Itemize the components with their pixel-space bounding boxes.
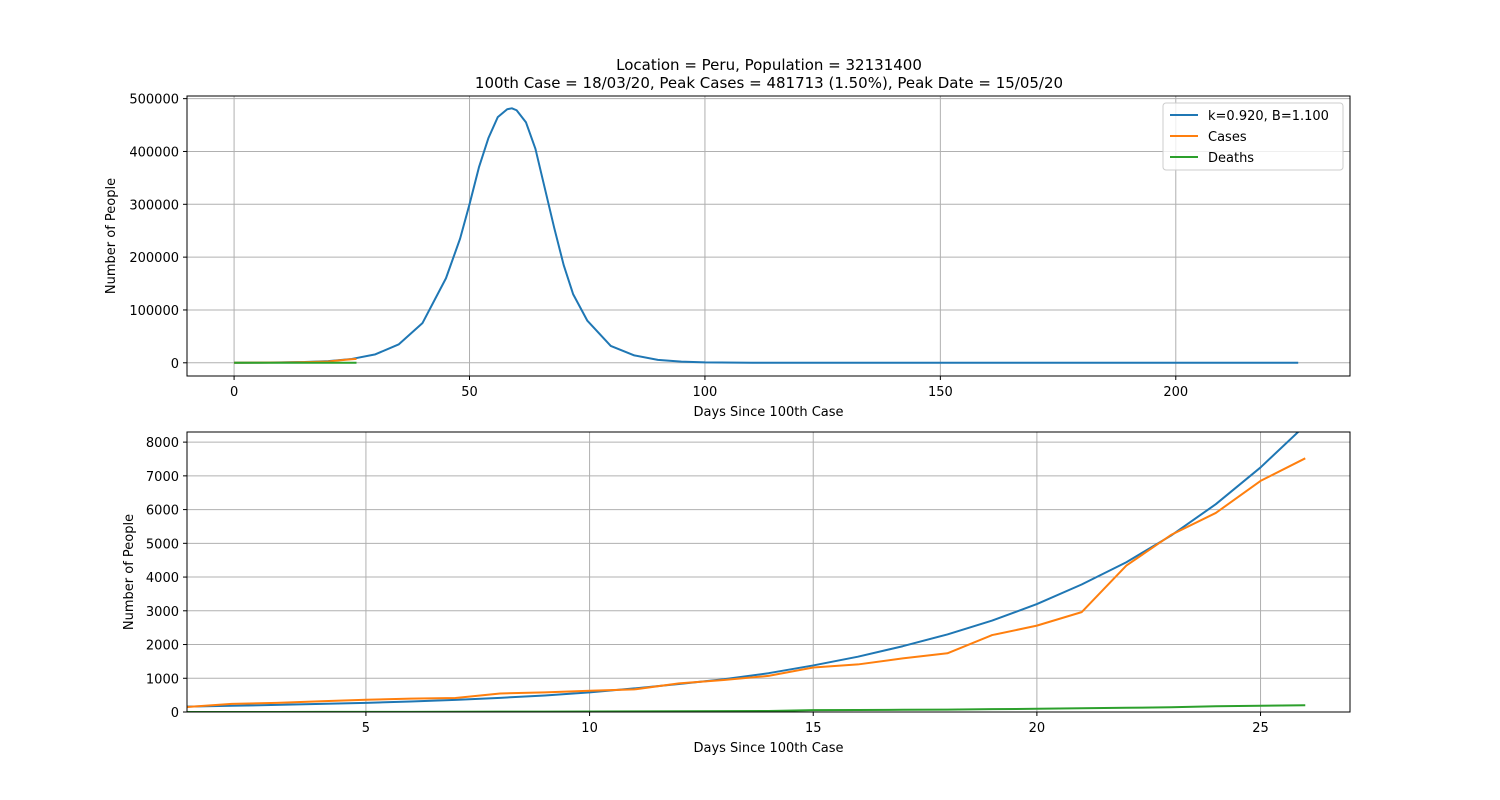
bottom-model-line bbox=[187, 432, 1300, 708]
legend-label-deaths: Deaths bbox=[1208, 151, 1254, 166]
bottom-x-tick-label: 15 bbox=[805, 721, 822, 736]
top-y-tick-label: 100000 bbox=[129, 304, 179, 319]
top-y-tick-label: 300000 bbox=[129, 198, 179, 213]
figure-title-line2: 100th Case = 18/03/20, Peak Cases = 4817… bbox=[475, 74, 1063, 92]
bottom-cases-line bbox=[187, 457, 1306, 708]
legend-box bbox=[1162, 102, 1344, 171]
figure-title-line1: Location = Peru, Population = 32131400 bbox=[616, 56, 922, 74]
bottom-y-axis-label: Number of People bbox=[122, 514, 137, 630]
bottom-y-tick-label: 5000 bbox=[146, 537, 179, 552]
top-y-axis-label: Number of People bbox=[104, 178, 119, 294]
top-x-axis-label: Days Since 100th Case bbox=[693, 405, 843, 420]
bottom-y-tick-label: 6000 bbox=[146, 504, 179, 519]
top-x-tick-label: 0 bbox=[230, 385, 238, 400]
bottom-y-tick-label: 7000 bbox=[146, 470, 179, 485]
bottom-y-tick-label: 1000 bbox=[146, 672, 179, 687]
top-series-group bbox=[234, 107, 1299, 364]
bottom-y-tick-label: 3000 bbox=[146, 605, 179, 620]
top-y-tick-label: 400000 bbox=[129, 145, 179, 160]
top-chart-axes: 0 50 100 150 200 0 100000 200000 300000 400000 500… bbox=[104, 93, 1351, 420]
bottom-x-tick-label: 5 bbox=[362, 721, 370, 736]
bottom-x-tick-label: 20 bbox=[1029, 721, 1046, 736]
bottom-x-tick-label: 10 bbox=[581, 721, 598, 736]
bottom-x-axis-label: Days Since 100th Case bbox=[693, 741, 843, 756]
bottom-y-tick-label: 0 bbox=[171, 706, 179, 721]
top-y-tick-label: 0 bbox=[171, 357, 179, 372]
bottom-chart-axes: 5 10 15 20 25 0 1000 2000 3000 4000 5000 6000 7000 80… bbox=[122, 431, 1351, 756]
top-x-tick-label: 100 bbox=[693, 385, 718, 400]
top-y-tick-label: 500000 bbox=[129, 93, 179, 108]
top-x-tick-label: 150 bbox=[928, 385, 953, 400]
top-x-tick-label: 200 bbox=[1163, 385, 1188, 400]
top-axes-frame bbox=[186, 95, 1351, 377]
bottom-y-tick-label: 8000 bbox=[146, 436, 179, 451]
bottom-y-tick-label: 2000 bbox=[146, 639, 179, 654]
bottom-y-tick-label: 4000 bbox=[146, 571, 179, 586]
legend-label-cases: Cases bbox=[1208, 130, 1247, 145]
bottom-axes-frame bbox=[186, 431, 1351, 713]
legend: k=0.920, B=1.100 Cases Deaths bbox=[1162, 102, 1344, 171]
top-x-tick-label: 50 bbox=[461, 385, 478, 400]
legend-label-model: k=0.920, B=1.100 bbox=[1208, 109, 1329, 124]
top-y-tick-label: 200000 bbox=[129, 251, 179, 266]
bottom-x-tick-label: 25 bbox=[1252, 721, 1269, 736]
top-model-line bbox=[234, 107, 1299, 364]
